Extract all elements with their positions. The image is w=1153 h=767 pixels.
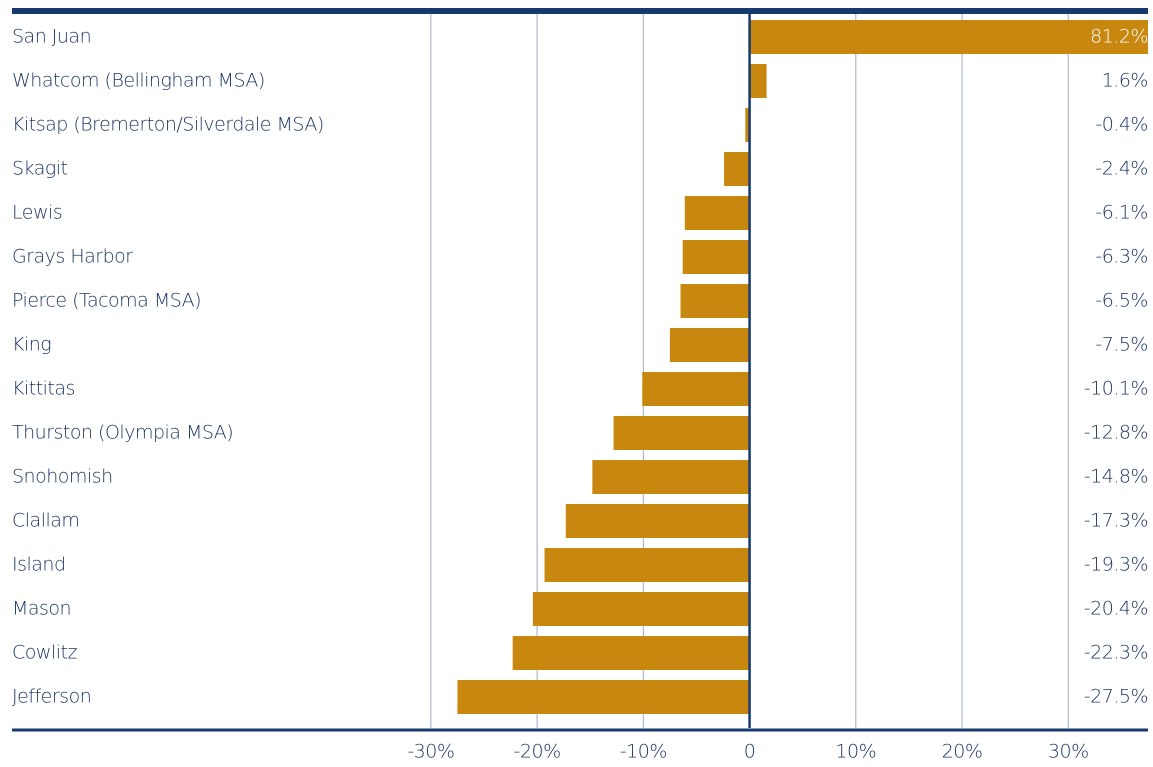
category-label: Mason [12,598,71,620]
labels: -30% -20% -10% 0 10% 20% 30% San Juan 81.2% Whatc… [12,14,1149,763]
bar [457,680,750,714]
x-tick-label: -30% [407,741,454,763]
bar [592,460,750,494]
value-label: -6.3% [1095,246,1148,268]
value-label: -6.1% [1095,202,1148,224]
bar [544,548,750,582]
bar [642,372,750,406]
category-label: Grays Harbor [12,246,133,268]
bar [669,328,750,362]
category-label: Pierce (Tacoma MSA) [12,290,201,312]
value-label: -27.5% [1084,686,1148,708]
category-label: Kitsap (Bremerton/Silverdale MSA) [12,114,324,136]
category-label: Jefferson [12,686,91,708]
category-label: Lewis [12,202,62,224]
category-label: Thurston (Olympia MSA) [12,422,233,444]
bar [724,152,750,186]
bar [749,64,767,98]
value-label: 81.2% [1090,26,1148,48]
bars [457,20,1148,714]
value-label: -20.4% [1084,598,1148,620]
bar [682,240,750,274]
value-label: -17.3% [1084,510,1148,532]
category-label: Kittitas [12,378,75,400]
category-label: Cowlitz [12,642,77,664]
bar [745,108,750,142]
category-label: Snohomish [12,466,113,488]
x-tick-label: -10% [620,741,667,763]
value-label: -2.4% [1095,158,1148,180]
value-label: -14.8% [1084,466,1148,488]
grid [430,14,1069,728]
value-label: -22.3% [1084,642,1148,664]
bar [613,416,750,450]
bar [532,592,750,626]
category-label: Island [12,554,66,576]
x-tick-label: 30% [1048,741,1089,763]
value-label: 1.6% [1102,70,1148,92]
bar [680,284,750,318]
bar [684,196,750,230]
x-tick-label: 20% [942,741,983,763]
value-label: -19.3% [1084,554,1148,576]
x-tick-label: 10% [835,741,876,763]
x-tick-label: 0 [744,741,756,763]
value-label: -7.5% [1095,334,1148,356]
value-label: -6.5% [1095,290,1148,312]
value-label: -10.1% [1084,378,1148,400]
x-tick-label: -20% [514,741,561,763]
value-label: -12.8% [1084,422,1148,444]
bar [565,504,750,538]
category-label: Clallam [12,510,79,532]
value-label: -0.4% [1095,114,1148,136]
category-label: Whatcom (Bellingham MSA) [12,70,265,92]
bar [749,20,1148,54]
bar [512,636,750,670]
category-label: King [12,334,51,356]
category-label: Skagit [12,158,68,180]
category-label: San Juan [12,26,91,48]
